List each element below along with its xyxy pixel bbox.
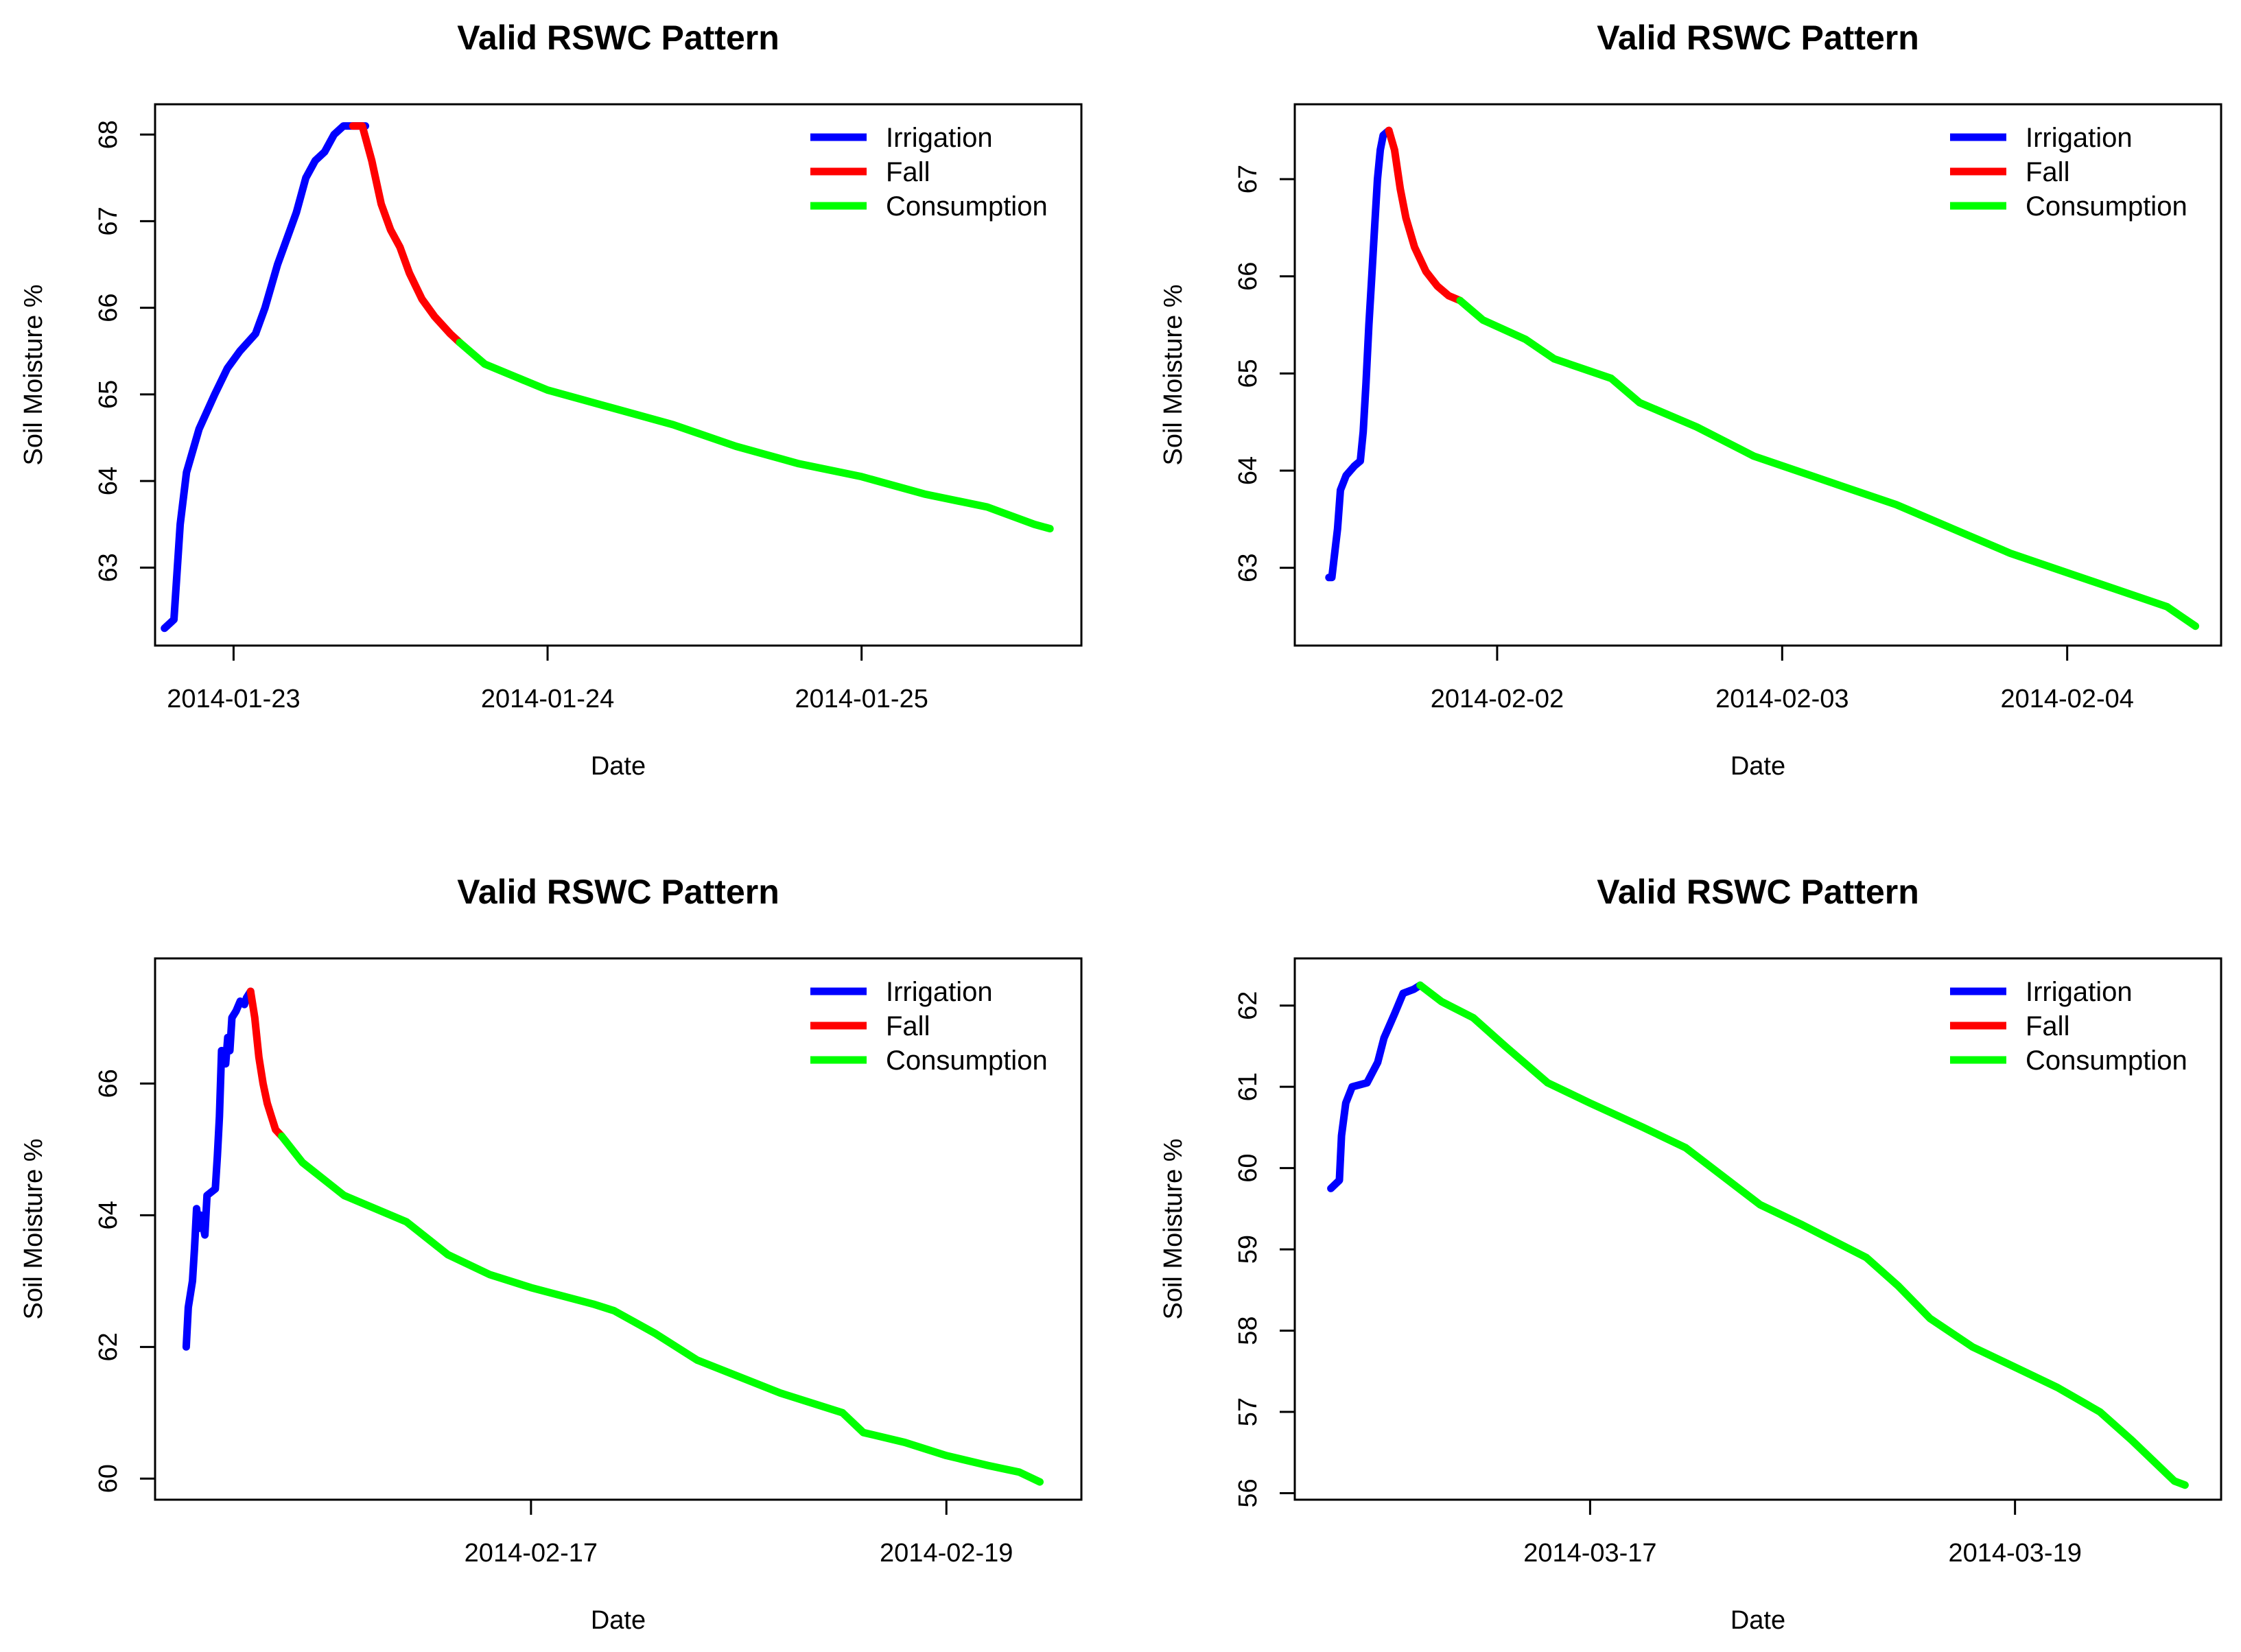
y-tick-label: 61 xyxy=(1234,1072,1263,1101)
x-tick-label: 2014-02-17 xyxy=(465,1539,598,1568)
chart-panels: Valid RSWC Pattern Date Soil Moisture % 201… xyxy=(19,19,2222,1635)
y-axis-label: Soil Moisture % xyxy=(19,285,48,466)
y-tick-label: 62 xyxy=(94,1332,123,1361)
y-tick-label: 67 xyxy=(1234,165,1263,193)
chart-title: Valid RSWC Pattern xyxy=(457,19,779,57)
series-line-consumption xyxy=(1416,981,2189,1489)
y-tick-label: 63 xyxy=(94,553,123,582)
legend-label: Consumption xyxy=(2026,191,2187,222)
series-line-fall xyxy=(246,987,286,1140)
y-tick-label: 59 xyxy=(1234,1235,1263,1264)
legend-label: Consumption xyxy=(886,1046,1048,1076)
y-axis-label: Soil Moisture % xyxy=(1159,1139,1188,1320)
y-tick-label: 68 xyxy=(94,120,123,149)
x-tick-label: 2014-02-03 xyxy=(1715,685,1849,713)
y-tick-label: 65 xyxy=(1234,359,1263,388)
series-line-consumption xyxy=(1456,296,2200,630)
x-axis-label: Date xyxy=(1730,1606,1785,1635)
legend-label: Fall xyxy=(2026,1011,2069,1041)
chart-panel: Valid RSWC Pattern Date Soil Moisture % 201… xyxy=(1159,873,2222,1635)
series-line-irrigation xyxy=(1325,126,1393,582)
plot-frame xyxy=(1293,957,2222,1501)
x-tick-label: 2014-02-19 xyxy=(880,1539,1013,1568)
y-tick-label: 66 xyxy=(1234,262,1263,291)
y-tick-label: 65 xyxy=(94,380,123,409)
y-tick-label: 60 xyxy=(1234,1154,1263,1183)
legend-label: Fall xyxy=(2026,157,2069,187)
legend-label: Irrigation xyxy=(2026,977,2133,1007)
legend-label: Consumption xyxy=(886,191,1048,222)
x-tick-label: 2014-01-24 xyxy=(481,685,614,713)
series-line-irrigation xyxy=(161,122,370,633)
y-tick-label: 58 xyxy=(1234,1316,1263,1345)
y-axis-label: Soil Moisture % xyxy=(1159,285,1188,466)
chart-title: Valid RSWC Pattern xyxy=(1597,873,1919,911)
y-axis-label: Soil Moisture % xyxy=(19,1139,48,1320)
y-tick-label: 64 xyxy=(94,1201,123,1229)
series-line-fall xyxy=(349,122,464,346)
series-line-irrigation xyxy=(182,987,255,1351)
x-tick-label: 2014-03-17 xyxy=(1523,1539,1656,1568)
legend-label: Fall xyxy=(886,1011,930,1041)
plot-frame xyxy=(154,957,1083,1501)
plot-frame xyxy=(154,103,1083,647)
x-tick-label: 2014-03-19 xyxy=(1948,1539,2081,1568)
x-axis-label: Date xyxy=(591,1606,646,1635)
y-tick-label: 66 xyxy=(94,1069,123,1098)
y-tick-label: 60 xyxy=(94,1464,123,1493)
y-tick-label: 67 xyxy=(94,206,123,235)
y-tick-label: 66 xyxy=(94,294,123,322)
x-tick-label: 2014-02-02 xyxy=(1431,685,1564,713)
x-tick-label: 2014-01-25 xyxy=(795,685,928,713)
y-tick-label: 57 xyxy=(1234,1397,1263,1426)
x-axis-label: Date xyxy=(1730,752,1785,781)
legend-label: Irrigation xyxy=(886,977,993,1007)
legend-label: Irrigation xyxy=(2026,123,2133,153)
chart-panel: Valid RSWC Pattern Date Soil Moisture % 201… xyxy=(19,873,1083,1635)
chart-panel: Valid RSWC Pattern Date Soil Moisture % 201… xyxy=(1159,19,2222,781)
legend-label: Consumption xyxy=(2026,1046,2187,1076)
legend-label: Fall xyxy=(886,157,930,187)
series-line-irrigation xyxy=(1327,981,1424,1192)
y-tick-label: 64 xyxy=(1234,456,1263,485)
y-tick-label: 63 xyxy=(1234,554,1263,582)
y-tick-label: 56 xyxy=(1234,1478,1263,1507)
x-axis-label: Date xyxy=(591,752,646,781)
series-line-fall xyxy=(1385,126,1464,305)
chart-title: Valid RSWC Pattern xyxy=(457,873,779,911)
series-line-consumption xyxy=(278,1132,1044,1486)
y-tick-label: 64 xyxy=(94,467,123,495)
plot-frame xyxy=(1293,103,2222,647)
chart-title: Valid RSWC Pattern xyxy=(1597,19,1919,57)
legend-label: Irrigation xyxy=(886,123,993,153)
x-tick-label: 2014-02-04 xyxy=(2000,685,2133,713)
y-tick-label: 62 xyxy=(1234,991,1263,1020)
series-line-consumption xyxy=(456,338,1054,533)
chart-panel: Valid RSWC Pattern Date Soil Moisture % 201… xyxy=(19,19,1083,781)
x-tick-label: 2014-01-23 xyxy=(167,685,300,713)
